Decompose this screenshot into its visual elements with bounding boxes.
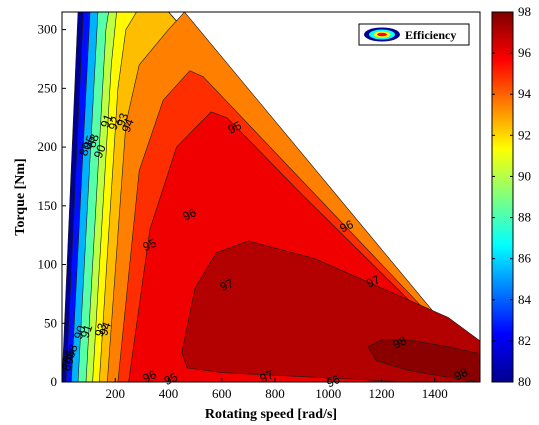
- contour-label: 85: [80, 133, 98, 151]
- contour-label: 96: [324, 372, 342, 390]
- contour-label: 95: [141, 236, 159, 254]
- contour-bands: [62, 12, 480, 382]
- contour-label: 92: [106, 114, 124, 132]
- colorbar-tick-label: 82: [518, 333, 531, 348]
- x-tick-label: 1200: [368, 386, 394, 401]
- y-tick-label: 0: [51, 374, 58, 389]
- x-tick-label: 400: [159, 386, 179, 401]
- contour-label: 88: [84, 132, 102, 150]
- contour-label: 97: [218, 276, 236, 294]
- y-tick-label: 50: [44, 315, 57, 330]
- contour-label: 90: [91, 143, 109, 161]
- contour-label: 93: [114, 111, 132, 129]
- x-tick-label: 600: [212, 386, 232, 401]
- colorbar-tick-label: 94: [518, 86, 532, 101]
- contour-label: 80: [59, 355, 77, 373]
- x-tick-label: 200: [105, 386, 125, 401]
- y-tick-label: 200: [38, 139, 58, 154]
- contour-label: 94: [119, 117, 137, 135]
- contour-label: 93: [92, 321, 110, 339]
- colorbar-tick-label: 84: [518, 292, 532, 307]
- contour-label: 91: [78, 322, 96, 340]
- legend-label: Efficiency: [405, 28, 456, 42]
- colorbar-tick-label: 88: [518, 210, 531, 225]
- y-tick-label: 150: [38, 198, 58, 213]
- y-axis-label: Torque [Nm]: [13, 158, 28, 235]
- legend: Efficiency: [358, 23, 470, 46]
- colorbar-tick-label: 96: [518, 45, 532, 60]
- colorbar-tick-label: 80: [518, 374, 531, 389]
- colorbar-tick-label: 86: [518, 251, 532, 266]
- contour-label: 98: [452, 365, 470, 383]
- contour-label: 88: [63, 342, 81, 360]
- efficiency-legend-icon: [364, 27, 400, 42]
- colorbar-tick-label: 90: [518, 168, 531, 183]
- y-tick-label: 250: [38, 80, 58, 95]
- colorbar: [491, 11, 514, 383]
- y-tick-label: 300: [38, 22, 58, 37]
- contour-label: 94: [96, 320, 114, 338]
- contour-label: 91: [98, 112, 116, 130]
- x-tick-label: 1400: [422, 386, 448, 401]
- y-tick-label: 100: [38, 257, 58, 272]
- x-tick-label: 800: [265, 386, 285, 401]
- plot-frame: [61, 11, 481, 383]
- contour-label: 85: [60, 347, 78, 365]
- contour-label: 97: [364, 272, 382, 290]
- contour-label: 95: [226, 118, 244, 136]
- x-axis-ticks: 200 400 600 800 1000 1200 1400: [105, 378, 448, 401]
- contour-label: 96: [180, 205, 198, 223]
- contour-label: 96: [338, 217, 356, 235]
- x-axis-label: Rotating speed [rad/s]: [205, 407, 337, 422]
- colorbar-tick-label: 92: [518, 127, 531, 142]
- colorbar-tick-label: 98: [518, 4, 531, 19]
- contour-label: 98: [391, 333, 409, 351]
- contour-band-98: [367, 339, 480, 382]
- contour-label: 95: [162, 370, 180, 388]
- contour-label: 80: [76, 140, 94, 158]
- colorbar-ticks: 80 82 84 86 88 90 92 94 96 98: [492, 4, 532, 389]
- contour-label: 96: [141, 367, 159, 385]
- x-tick-label: 1000: [315, 386, 341, 401]
- contour-label: 90: [71, 323, 89, 341]
- y-axis-ticks: 0 50 100 150 200 250 300: [38, 22, 66, 389]
- contour-label: 97: [258, 367, 276, 385]
